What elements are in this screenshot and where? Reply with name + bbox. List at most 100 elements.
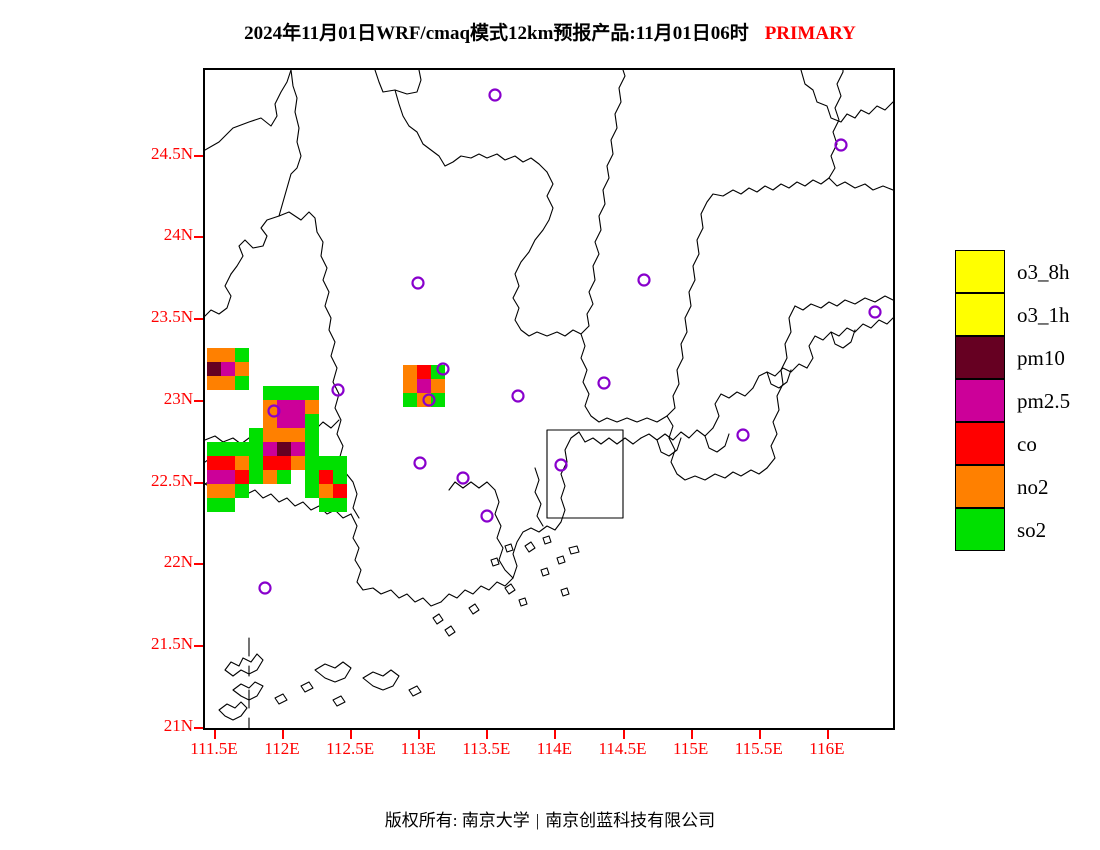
- footer-right-text: 南京创蓝科技有限公司: [545, 811, 716, 830]
- forecast-cell-no2: [305, 400, 319, 414]
- forecast-cell-no2: [403, 365, 417, 379]
- forecast-cell-so2: [249, 470, 263, 484]
- y-axis-tick-label: 24.5N: [150, 143, 193, 163]
- station-markers: [258, 88, 882, 595]
- forecast-cell-pm2-5: [207, 470, 221, 484]
- forecast-cell-co: [319, 470, 333, 484]
- forecast-cell-so2: [305, 414, 319, 428]
- legend-label: no2: [1017, 475, 1049, 499]
- forecast-cell-no2: [235, 362, 249, 376]
- forecast-cell-no2: [263, 428, 277, 442]
- forecast-cell-so2: [305, 386, 319, 400]
- forecast-cell-so2: [403, 393, 417, 407]
- legend-swatch-no2: [955, 465, 1005, 508]
- x-axis-tick-mark: [213, 730, 216, 739]
- forecast-cell-so2: [207, 498, 221, 512]
- map-plot-area: [203, 68, 895, 730]
- monitoring-station-marker[interactable]: [456, 471, 470, 485]
- x-axis-tick-mark: [826, 730, 829, 739]
- monitoring-station-marker[interactable]: [736, 428, 750, 442]
- monitoring-station-marker[interactable]: [411, 276, 425, 290]
- monitoring-station-marker[interactable]: [258, 581, 272, 595]
- forecast-cell-no2: [207, 376, 221, 390]
- x-axis-tick-label: 116E: [809, 739, 845, 758]
- monitoring-station-marker[interactable]: [480, 509, 494, 523]
- legend-swatch-pm10: [955, 336, 1005, 379]
- y-axis-tick-mark: [194, 154, 203, 157]
- y-axis-tick-label: 23N: [163, 388, 193, 408]
- y-axis-tick-mark: [194, 481, 203, 484]
- x-axis-tick-label: 114.5E: [598, 739, 647, 758]
- monitoring-station-marker[interactable]: [413, 456, 427, 470]
- monitoring-station-marker[interactable]: [488, 88, 502, 102]
- forecast-cell-co: [235, 470, 249, 484]
- forecast-cell-pm2-5: [263, 442, 277, 456]
- y-axis-tick-label: 24N: [163, 225, 193, 245]
- monitoring-station-marker[interactable]: [637, 273, 651, 287]
- footer-separator: |: [535, 811, 540, 830]
- forecast-cell-so2: [235, 442, 249, 456]
- forecast-cell-no2: [291, 456, 305, 470]
- forecast-cell-so2: [235, 376, 249, 390]
- monitoring-station-marker[interactable]: [331, 383, 345, 397]
- legend-swatch-o3_8h: [955, 250, 1005, 293]
- x-axis-tick-label: 113.5E: [462, 739, 511, 758]
- forecast-cell-co: [221, 456, 235, 470]
- forecast-cell-so2: [207, 442, 221, 456]
- y-axis-tick-label: 22N: [163, 552, 193, 572]
- legend-swatch-o3_1h: [955, 293, 1005, 336]
- forecast-cell-no2: [291, 428, 305, 442]
- y-axis-tick-label: 23.5N: [150, 307, 193, 327]
- legend-label: so2: [1017, 518, 1047, 542]
- x-axis-tick-label: 112.5E: [326, 739, 375, 758]
- x-axis-tick-mark: [282, 730, 284, 739]
- forecast-cell-no2: [207, 348, 221, 362]
- forecast-cell-pm2-5: [291, 400, 305, 414]
- x-axis-tick-mark: [350, 730, 353, 739]
- monitoring-station-marker[interactable]: [834, 138, 848, 152]
- forecast-cell-so2: [221, 442, 235, 456]
- title-primary-label: PRIMARY: [764, 23, 856, 44]
- forecast-cell-pm2-5: [291, 442, 305, 456]
- page-title: 2024年11月01日WRF/cmaq模式12km预报产品:11月01日06时 P…: [0, 18, 1100, 45]
- forecast-cell-no2: [235, 456, 249, 470]
- forecast-grid-cells: [205, 70, 893, 728]
- forecast-cell-pm10: [277, 442, 291, 456]
- x-axis-tick-label: 115.5E: [734, 739, 783, 758]
- monitoring-station-marker[interactable]: [422, 393, 436, 407]
- monitoring-station-marker[interactable]: [267, 404, 281, 418]
- forecast-cell-pm2-5: [277, 414, 291, 428]
- x-axis-tick-label: 112E: [264, 739, 300, 758]
- forecast-cell-no2: [277, 428, 291, 442]
- monitoring-station-marker[interactable]: [597, 376, 611, 390]
- monitoring-station-marker[interactable]: [511, 389, 525, 403]
- forecast-cell-so2: [277, 470, 291, 484]
- monitoring-station-marker[interactable]: [554, 458, 568, 472]
- legend-swatch-so2: [955, 508, 1005, 551]
- y-axis-tick-label: 22.5N: [150, 470, 193, 490]
- forecast-cell-so2: [235, 484, 249, 498]
- forecast-cell-so2: [319, 456, 333, 470]
- forecast-cell-so2: [333, 498, 347, 512]
- forecast-cell-so2: [291, 386, 305, 400]
- y-axis-tick-mark: [194, 645, 203, 647]
- forecast-cell-so2: [305, 470, 319, 484]
- x-axis-tick-label: 111.5E: [190, 739, 238, 758]
- y-axis-tick-mark: [194, 236, 203, 239]
- y-axis-tick-mark: [194, 726, 203, 729]
- title-main-text: 2024年11月01日WRF/cmaq模式12km预报产品:11月01日06时: [244, 23, 749, 44]
- forecast-cell-so2: [249, 428, 263, 442]
- forecast-cell-so2: [249, 456, 263, 470]
- x-axis-tick-label: 114E: [536, 739, 573, 758]
- forecast-cell-so2: [263, 386, 277, 400]
- x-axis-tick-mark: [622, 730, 625, 739]
- forecast-cell-so2: [277, 386, 291, 400]
- forecast-cell-no2: [263, 470, 277, 484]
- forecast-cell-so2: [305, 428, 319, 442]
- monitoring-station-marker[interactable]: [436, 362, 450, 376]
- legend-label: o3_1h: [1017, 303, 1070, 327]
- forecast-cell-co: [417, 365, 431, 379]
- forecast-cell-so2: [319, 498, 333, 512]
- monitoring-station-marker[interactable]: [868, 305, 882, 319]
